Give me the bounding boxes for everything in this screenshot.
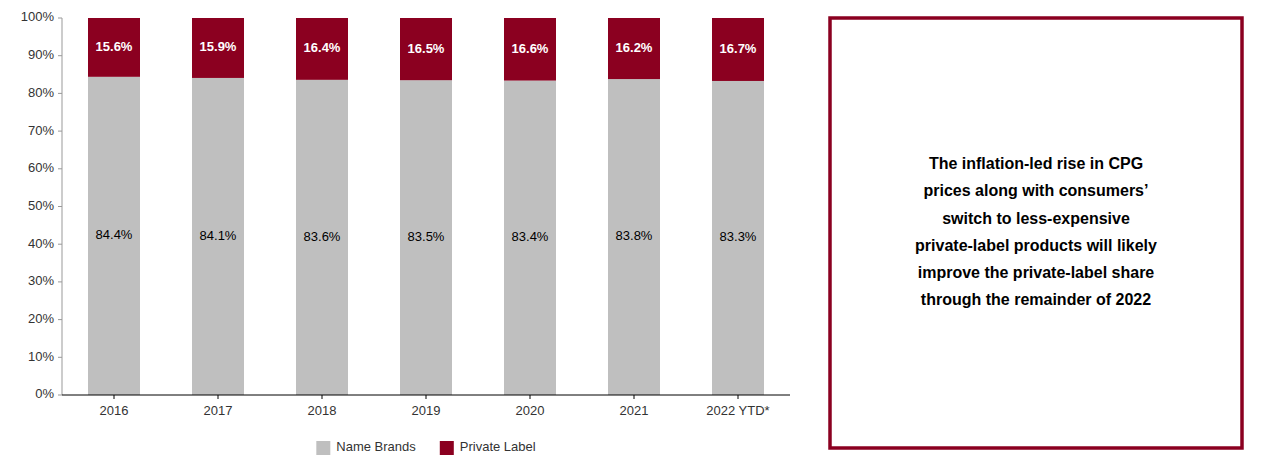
x-tick-label: 2016	[100, 403, 129, 418]
legend-label: Private Label	[460, 439, 536, 454]
bar-segment	[296, 80, 348, 395]
x-tick	[530, 395, 531, 399]
legend-item: Private Label	[440, 439, 536, 455]
annotation: The inflation-led rise in CPG prices alon…	[830, 18, 1242, 448]
y-tick-label: 70%	[28, 123, 54, 138]
x-tick-label: 2021	[620, 403, 649, 418]
data-label: 83.4%	[512, 229, 549, 244]
bar-segment	[608, 79, 660, 395]
y-axis: 0% 10% 20% 30% 40% 50% 60% 70% 80% 90% 100%	[21, 9, 62, 401]
y-tick-label: 80%	[28, 85, 54, 100]
data-label: 83.8%	[616, 228, 653, 243]
bar-segment	[712, 81, 764, 395]
bar-segment	[192, 78, 244, 395]
annotation-text: The inflation-led rise in CPG prices alon…	[915, 155, 1157, 308]
x-tick	[426, 395, 427, 399]
data-label: 16.7%	[720, 41, 757, 56]
bar-segment	[296, 18, 348, 80]
x-tick	[322, 395, 323, 399]
y-tick-label: 20%	[28, 311, 54, 326]
x-axis: 2016 2017 2018 2019 2020 2021 2022 YTD*	[62, 395, 790, 418]
data-label: 83.6%	[304, 229, 341, 244]
legend-swatch	[440, 441, 454, 455]
annotation-line: The inflation-led rise in CPG	[929, 155, 1143, 172]
y-tick-label: 40%	[28, 236, 54, 251]
bar-segment	[504, 18, 556, 81]
bar-segment	[712, 18, 764, 81]
x-tick-label: 2018	[308, 403, 337, 418]
bar-segment	[192, 18, 244, 78]
y-tick	[58, 93, 62, 94]
y-tick-label: 10%	[28, 349, 54, 364]
y-tick	[58, 55, 62, 56]
x-tick-label: 2020	[516, 403, 545, 418]
legend-swatch	[316, 441, 330, 455]
data-label: 15.6%	[96, 39, 133, 54]
y-tick	[58, 395, 62, 396]
annotation-line: prices along with consumers’	[924, 182, 1149, 199]
bar-segment	[504, 81, 556, 395]
legend-item: Name Brands	[316, 439, 416, 455]
y-tick-label: 50%	[28, 198, 54, 213]
chart: 0%10%20%30%40%50%60%70%80%90%100%84.4%84…	[0, 0, 1264, 474]
data-label: 83.3%	[720, 229, 757, 244]
data-label: 16.5%	[408, 41, 445, 56]
y-tick	[58, 357, 62, 358]
x-tick-label: 2019	[412, 403, 441, 418]
annotation-box	[830, 18, 1242, 448]
annotation-line: switch to less-expensive	[942, 210, 1130, 227]
data-label: 84.4%	[96, 227, 133, 242]
data-label: 16.6%	[512, 41, 549, 56]
y-tick	[58, 18, 62, 19]
data-labels: 84.4% 84.1% 83.6% 83.5% 83.4% 83.8% 83.3% 15.6%…	[96, 39, 757, 245]
bar-segment	[88, 18, 140, 77]
data-label: 16.4%	[304, 40, 341, 55]
data-label: 16.2%	[616, 40, 653, 55]
annotation-line: private-label products will likely	[915, 237, 1157, 254]
legend-label: Name Brands	[336, 439, 416, 454]
x-tick	[738, 395, 739, 399]
y-tick	[58, 281, 62, 282]
y-tick	[58, 131, 62, 132]
x-tick	[634, 395, 635, 399]
data-label: 84.1%	[200, 228, 237, 243]
annotation-line: improve the private-label share	[918, 264, 1155, 281]
annotation-line: through the remainder of 2022	[921, 291, 1151, 308]
y-tick-label: 30%	[28, 273, 54, 288]
y-tick-label: 100%	[21, 9, 55, 24]
bars	[88, 18, 764, 395]
y-tick	[58, 319, 62, 320]
bar-segment	[400, 18, 452, 80]
y-tick-label: 0%	[35, 386, 54, 401]
x-tick	[218, 395, 219, 399]
y-tick-label: 60%	[28, 160, 54, 175]
bar-segment	[88, 77, 140, 395]
legend: Name Brands Private Label	[316, 439, 535, 455]
y-tick	[58, 244, 62, 245]
y-tick-label: 90%	[28, 47, 54, 62]
y-tick	[58, 206, 62, 207]
x-tick	[114, 395, 115, 399]
data-label: 83.5%	[408, 229, 445, 244]
data-label: 15.9%	[200, 39, 237, 54]
bar-segment	[608, 18, 660, 79]
x-tick-label: 2017	[204, 403, 233, 418]
x-tick-label: 2022 YTD*	[706, 403, 769, 418]
y-tick	[58, 168, 62, 169]
bar-segment	[400, 80, 452, 395]
